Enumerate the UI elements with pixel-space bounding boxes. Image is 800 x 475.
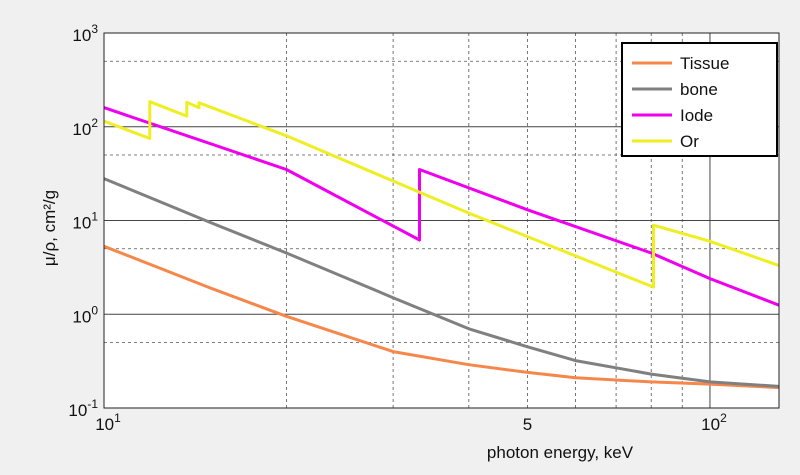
legend: Tissue bone Iode Or [621, 42, 778, 157]
y-tick-label: 101 [72, 210, 98, 233]
y-tick-labels: 10-1 100 101 102 103 [68, 22, 98, 420]
series-line-bone [103, 177, 780, 388]
x-axis-title: photon energy, keV [487, 443, 634, 462]
x-tick-label: 102 [701, 411, 727, 434]
x-tick-label: 101 [95, 411, 121, 434]
y-tick-label: 102 [72, 116, 98, 139]
x-tick-labels: 101 5 102 [95, 411, 727, 434]
y-axis-title: μ/ρ, cm²/g [40, 190, 59, 266]
plot-frame [103, 32, 780, 409]
y-tick-label: 100 [72, 303, 98, 326]
series-line-or [103, 100, 780, 289]
series-line-tissue [103, 244, 780, 390]
y-tick-label: 103 [72, 22, 98, 45]
y-tick-label: 10-1 [68, 397, 98, 420]
x-tick-label: 5 [523, 415, 532, 434]
data-series [103, 100, 780, 390]
legend-label-tissue: Tissue [680, 54, 729, 73]
legend-label-iode: Iode [680, 106, 713, 125]
series-line-iode [103, 106, 780, 307]
legend-label-or: Or [680, 132, 699, 151]
legend-label-bone: bone [680, 80, 718, 99]
